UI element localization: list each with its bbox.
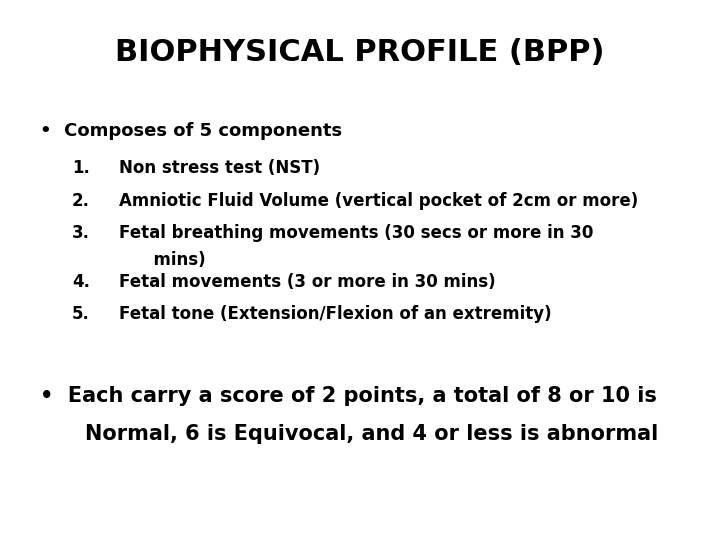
Text: Non stress test (NST): Non stress test (NST) bbox=[119, 159, 320, 177]
Text: Fetal movements (3 or more in 30 mins): Fetal movements (3 or more in 30 mins) bbox=[119, 273, 495, 291]
Text: Fetal breathing movements (30 secs or more in 30: Fetal breathing movements (30 secs or mo… bbox=[119, 224, 593, 242]
Text: 4.: 4. bbox=[72, 273, 90, 291]
Text: •  Each carry a score of 2 points, a total of 8 or 10 is: • Each carry a score of 2 points, a tota… bbox=[40, 386, 657, 406]
Text: 5.: 5. bbox=[72, 305, 90, 323]
Text: Normal, 6 is Equivocal, and 4 or less is abnormal: Normal, 6 is Equivocal, and 4 or less is… bbox=[85, 424, 658, 444]
Text: •  Composes of 5 components: • Composes of 5 components bbox=[40, 122, 342, 139]
Text: mins): mins) bbox=[119, 251, 205, 269]
Text: Amniotic Fluid Volume (vertical pocket of 2cm or more): Amniotic Fluid Volume (vertical pocket o… bbox=[119, 192, 638, 210]
Text: 1.: 1. bbox=[72, 159, 90, 177]
Text: 2.: 2. bbox=[72, 192, 90, 210]
Text: BIOPHYSICAL PROFILE (BPP): BIOPHYSICAL PROFILE (BPP) bbox=[115, 38, 605, 67]
Text: 3.: 3. bbox=[72, 224, 90, 242]
Text: Fetal tone (Extension/Flexion of an extremity): Fetal tone (Extension/Flexion of an extr… bbox=[119, 305, 552, 323]
